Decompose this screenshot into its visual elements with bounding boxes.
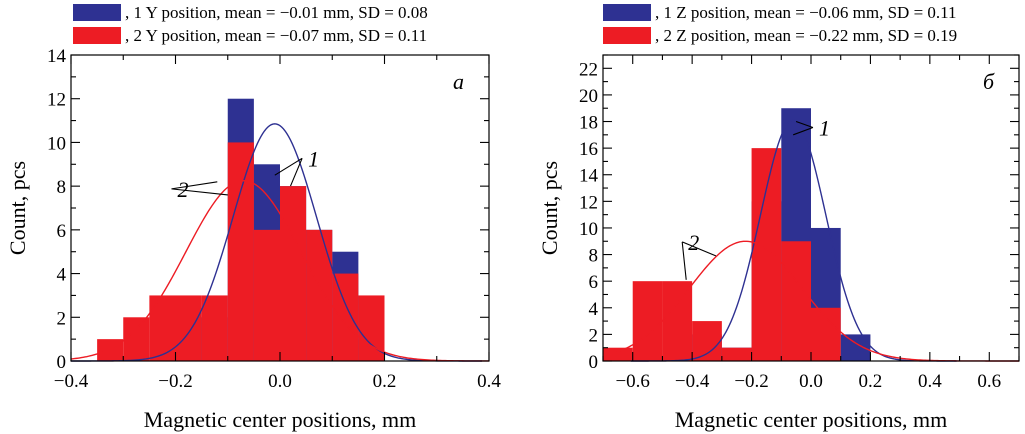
panel-tag: б	[983, 69, 995, 94]
annotation-label-1: 1	[308, 146, 319, 171]
legend-label-2: , 2 Y position, mean = −0.07 mm, SD = 0.…	[125, 26, 427, 45]
y-tick-label: 22	[579, 59, 598, 80]
y-tick-label: 4	[589, 299, 599, 320]
y-tick-label: 0	[57, 352, 67, 373]
legend-swatch-2	[603, 27, 651, 44]
annotation-leader-1-1	[793, 126, 814, 136]
legend-swatch-2	[73, 27, 121, 44]
fit-curve-series2	[70, 179, 489, 362]
legend-label-1: , 1 Z position, mean = −0.06 mm, SD = 0.…	[655, 3, 957, 22]
y-tick-label: 2	[57, 308, 67, 329]
bar-series2-5	[227, 142, 254, 361]
x-tick-label: 0.4	[477, 371, 501, 392]
x-tick-label: 0.0	[268, 371, 292, 392]
bar-series2-8	[306, 229, 333, 361]
annotation-leader-2-1	[681, 241, 717, 257]
legend-swatch-1	[603, 4, 651, 21]
bar-series2-2	[149, 295, 176, 361]
bar-series2-7	[280, 186, 307, 361]
x-tick-label: 0.2	[373, 371, 397, 392]
bar-series2-5	[751, 148, 782, 361]
y-tick-label: 12	[579, 192, 598, 213]
y-tick-label: 0	[589, 352, 599, 373]
x-tick-label: −0.2	[734, 371, 768, 392]
bar-series2-4	[201, 295, 228, 361]
panel-b: , 1 Z position, mean = −0.06 mm, SD = 0.…	[537, 3, 1020, 432]
annotation-label-2: 2	[688, 230, 699, 255]
fit-curve-series1	[71, 123, 483, 362]
y-axis-label: Count, pcs	[537, 161, 562, 255]
panel-a: , 1 Y position, mean = −0.01 mm, SD = 0.…	[5, 3, 501, 432]
bar-series2-2	[662, 281, 693, 361]
annotation-leader-2-0	[681, 241, 687, 280]
y-tick-label: 8	[57, 177, 67, 198]
y-tick-label: 16	[579, 139, 598, 160]
y-tick-label: 14	[579, 166, 599, 187]
bar-series1-8	[840, 334, 871, 361]
y-tick-label: 4	[57, 265, 67, 286]
annotation-leader-1-0	[274, 157, 303, 176]
legend-swatch-1	[73, 4, 121, 21]
bar-series2-3	[175, 295, 202, 361]
y-tick-label: 12	[47, 90, 66, 111]
bar-series2-0	[603, 347, 633, 361]
y-tick-label: 2	[589, 325, 599, 346]
x-axis-label: Magnetic center positions, mm	[675, 407, 948, 432]
y-axis-label: Count, pcs	[5, 161, 30, 255]
bar-series2-6	[781, 241, 811, 361]
x-tick-label: −0.4	[675, 371, 710, 392]
annotation-leader-2-1	[171, 188, 228, 196]
bar-series2-1	[123, 317, 150, 361]
y-tick-label: 8	[589, 246, 599, 267]
legend-label-2: , 2 Z position, mean = −0.22 mm, SD = 0.…	[655, 26, 957, 45]
y-tick-label: 20	[579, 86, 598, 107]
bar-series2-4	[721, 347, 752, 361]
bar-series2-6	[253, 229, 280, 361]
x-tick-label: 0.6	[977, 371, 1001, 392]
bar-series2-9	[332, 273, 359, 361]
x-tick-label: −0.4	[54, 371, 89, 392]
x-tick-label: −0.6	[615, 371, 649, 392]
bar-series2-0	[97, 339, 124, 361]
x-tick-label: 0.0	[799, 371, 823, 392]
y-tick-label: 6	[589, 272, 599, 293]
y-tick-label: 10	[579, 219, 598, 240]
bar-series2-3	[692, 321, 722, 361]
y-tick-label: 14	[47, 46, 67, 67]
y-tick-label: 6	[57, 221, 67, 242]
annotation-label-2: 2	[178, 177, 189, 202]
annotation-leader-2-0	[171, 181, 218, 190]
x-tick-label: 0.2	[859, 371, 883, 392]
fit-curve-series1	[630, 119, 957, 362]
y-tick-label: 10	[47, 133, 66, 154]
annotation-label-1: 1	[819, 115, 830, 140]
y-tick-label: 18	[579, 113, 598, 134]
bar-series2-1	[632, 281, 663, 361]
annotation-leader-1-1	[289, 158, 303, 187]
x-axis-label: Magnetic center positions, mm	[144, 407, 417, 432]
bar-series2-7	[811, 307, 841, 361]
annotation-leader-1-0	[795, 120, 814, 129]
legend-label-1: , 1 Y position, mean = −0.01 mm, SD = 0.…	[125, 3, 428, 22]
x-tick-label: −0.2	[158, 371, 192, 392]
x-tick-label: 0.4	[918, 371, 942, 392]
panel-tag: а	[453, 69, 464, 94]
